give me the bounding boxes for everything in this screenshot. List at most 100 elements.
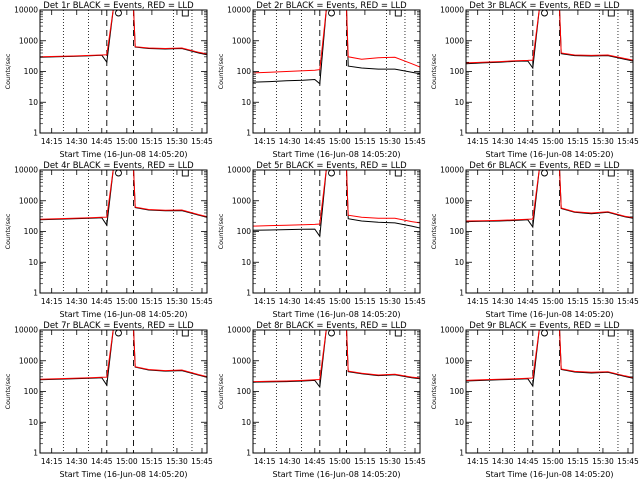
y-axis-label: Counts/sec (430, 373, 438, 409)
y-tick-label: 1000 (232, 196, 251, 205)
y-tick-label: 100 (24, 67, 39, 76)
x-tick-label: 14:15 (41, 457, 63, 466)
y-tick-label: 100 (237, 227, 252, 236)
y-tick-label: 1 (33, 129, 38, 138)
x-tick-label: 15:00 (329, 297, 351, 306)
x-tick-label: 14:15 (467, 137, 489, 146)
x-tick-label: 14:45 (517, 137, 539, 146)
x-tick-label: 15:00 (329, 457, 351, 466)
x-tick-label: 14:30 (66, 457, 88, 466)
y-tick-label: 10 (28, 258, 38, 267)
series-line-events (253, 10, 420, 85)
plot-frame (465, 169, 634, 294)
chart-title: Det 9r BLACK = Events, RED = LLD (469, 321, 620, 331)
series-line-events (466, 330, 633, 388)
series-group (253, 170, 420, 238)
x-axis-label: Start Time (16-Jun-08 14:05:20) (486, 310, 614, 319)
y-tick-label: 1000 (19, 196, 38, 205)
series-line-lld (466, 170, 633, 222)
x-tick-label: 15:30 (166, 297, 188, 306)
series-line-lld (466, 330, 633, 381)
chart-svg: Det 4r BLACK = Events, RED = LLD Counts/s… (4, 161, 213, 319)
x-tick-label: 15:30 (379, 457, 401, 466)
series-line-lld (466, 10, 633, 64)
y-tick-label: 1 (459, 449, 464, 458)
y-tick-label: 1000 (445, 356, 464, 365)
x-tick-label: 15:15 (141, 457, 163, 466)
x-tick-label: 14:45 (304, 137, 326, 146)
x-tick-label: 14:30 (279, 297, 301, 306)
x-axis-label: Start Time (16-Jun-08 14:05:20) (60, 150, 188, 159)
y-tick-label: 10 (454, 98, 464, 107)
x-tick-label: 14:45 (517, 457, 539, 466)
plot-frame (39, 169, 208, 294)
x-tick-label: 15:15 (141, 137, 163, 146)
y-tick-label: 10000 (14, 166, 38, 175)
y-tick-label: 10000 (227, 326, 251, 335)
y-tick-label: 1000 (445, 36, 464, 45)
x-tick-label: 14:45 (91, 137, 113, 146)
series-line-lld (40, 10, 207, 58)
x-tick-label: 15:15 (567, 457, 589, 466)
plot-frame (252, 329, 421, 454)
y-tick-label: 100 (237, 387, 252, 396)
chart-title: Det 8r BLACK = Events, RED = LLD (256, 321, 407, 331)
x-tick-label: 15:15 (354, 457, 376, 466)
y-tick-label: 10000 (14, 326, 38, 335)
x-tick-label: 15:00 (329, 137, 351, 146)
y-tick-label: 100 (450, 227, 465, 236)
plot-frame (252, 169, 421, 294)
chart-title: Det 6r BLACK = Events, RED = LLD (469, 161, 620, 171)
series-group (466, 170, 633, 229)
detector-panel-2: Det 2r BLACK = Events, RED = LLD Counts/s… (213, 0, 426, 160)
y-tick-label: 1 (246, 449, 251, 458)
x-tick-label: 14:30 (279, 137, 301, 146)
y-tick-label: 10000 (440, 326, 464, 335)
y-tick-label: 10 (28, 98, 38, 107)
x-axis-label: Start Time (16-Jun-08 14:05:20) (273, 310, 401, 319)
y-tick-label: 10 (241, 418, 251, 427)
y-tick-label: 100 (450, 67, 465, 76)
x-tick-label: 14:15 (467, 457, 489, 466)
series-group (40, 10, 207, 64)
y-axis-label: Counts/sec (4, 373, 12, 409)
y-tick-label: 10 (454, 418, 464, 427)
y-axis-label: Counts/sec (430, 53, 438, 89)
detector-panel-9: Det 9r BLACK = Events, RED = LLD Counts/s… (426, 320, 639, 480)
plot-frame (39, 329, 208, 454)
series-line-lld (40, 170, 207, 220)
x-tick-label: 14:30 (492, 457, 514, 466)
x-tick-label: 15:00 (542, 297, 564, 306)
x-tick-label: 14:45 (91, 457, 113, 466)
x-tick-label: 15:45 (191, 457, 213, 466)
y-tick-label: 1000 (445, 196, 464, 205)
x-tick-label: 15:45 (617, 297, 639, 306)
chart-svg: Det 5r BLACK = Events, RED = LLD Counts/s… (217, 161, 426, 319)
x-tick-label: 14:15 (41, 297, 63, 306)
y-tick-label: 10000 (440, 166, 464, 175)
x-tick-label: 15:15 (354, 297, 376, 306)
x-tick-label: 14:45 (304, 297, 326, 306)
plot-frame (465, 9, 634, 134)
series-line-events (466, 170, 633, 229)
x-tick-label: 15:15 (141, 297, 163, 306)
chart-svg: Det 7r BLACK = Events, RED = LLD Counts/s… (4, 321, 213, 479)
y-tick-label: 1000 (232, 356, 251, 365)
detector-panel-3: Det 3r BLACK = Events, RED = LLD Counts/s… (426, 0, 639, 160)
y-tick-label: 100 (24, 227, 39, 236)
chart-svg: Det 1r BLACK = Events, RED = LLD Counts/s… (4, 1, 213, 159)
detector-panel-1: Det 1r BLACK = Events, RED = LLD Counts/s… (0, 0, 213, 160)
x-tick-label: 15:30 (592, 457, 614, 466)
x-tick-label: 15:00 (542, 457, 564, 466)
y-tick-label: 10 (241, 258, 251, 267)
x-tick-label: 14:15 (254, 457, 276, 466)
series-line-events (253, 170, 420, 238)
x-tick-label: 15:30 (166, 137, 188, 146)
plot-frame (39, 9, 208, 134)
x-tick-label: 15:00 (116, 297, 138, 306)
x-tick-label: 14:15 (254, 297, 276, 306)
chart-title: Det 7r BLACK = Events, RED = LLD (43, 321, 194, 331)
series-line-lld (253, 170, 420, 227)
series-line-lld (253, 330, 420, 383)
